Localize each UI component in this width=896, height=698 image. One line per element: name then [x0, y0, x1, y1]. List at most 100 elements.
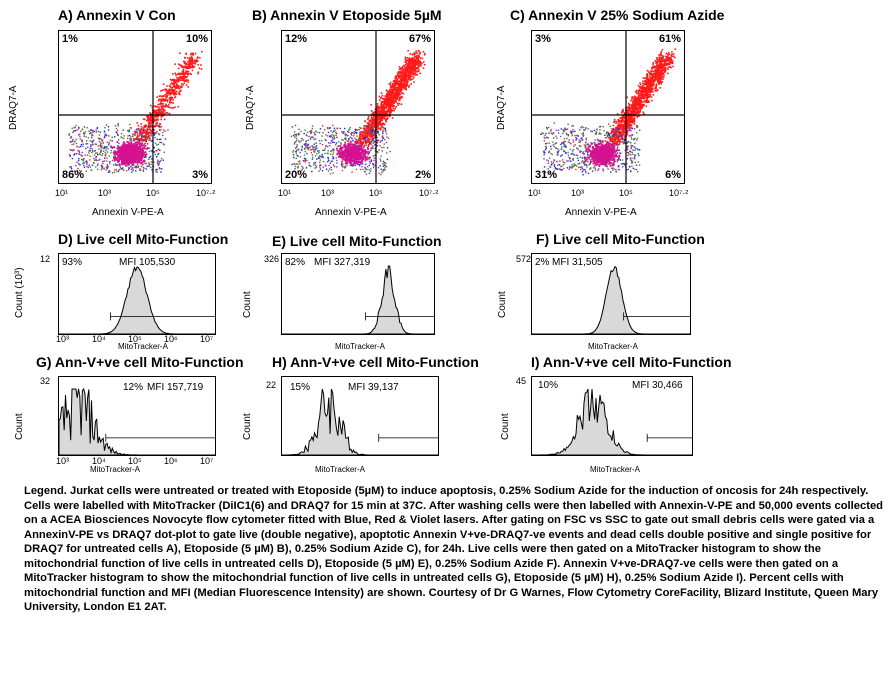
event-dot	[356, 140, 359, 142]
event-dot	[395, 91, 398, 93]
event-dot	[365, 125, 367, 127]
event-dot	[305, 166, 308, 169]
event-dot	[361, 152, 364, 155]
event-dot	[409, 72, 412, 75]
event-dot	[147, 128, 150, 131]
event-dot	[374, 147, 376, 150]
event-dot	[144, 139, 147, 141]
event-dot	[151, 150, 153, 153]
event-dot	[186, 67, 189, 70]
event-dot	[299, 151, 301, 154]
event-dot	[79, 164, 81, 166]
event-dot	[345, 157, 348, 160]
event-dot	[404, 72, 407, 75]
event-dot	[157, 159, 159, 161]
event-dot	[108, 143, 110, 146]
event-dot	[386, 112, 389, 114]
event-dot	[395, 82, 397, 85]
event-dot	[304, 159, 306, 162]
event-dot	[102, 160, 104, 163]
event-dot	[397, 95, 400, 98]
event-dot	[313, 164, 315, 166]
event-dot	[134, 149, 137, 152]
event-dot	[161, 106, 163, 109]
event-dot	[360, 162, 362, 165]
event-dot	[187, 79, 190, 82]
event-dot	[421, 57, 424, 60]
event-dot	[142, 152, 145, 155]
event-dot	[147, 124, 150, 127]
event-dot	[141, 155, 144, 158]
event-dot	[136, 154, 138, 157]
event-dot	[383, 117, 385, 120]
event-dot	[397, 94, 400, 96]
event-dot	[159, 141, 161, 144]
event-dot	[411, 65, 413, 67]
event-dot	[149, 125, 151, 128]
event-dot	[155, 169, 157, 171]
event-dot	[386, 158, 389, 161]
event-dot	[397, 104, 399, 106]
event-dot	[138, 161, 141, 164]
event-dot	[356, 154, 359, 157]
event-dot	[367, 122, 370, 125]
event-dot	[77, 150, 79, 152]
event-dot	[290, 135, 293, 138]
event-dot	[115, 152, 118, 155]
event-dot	[122, 158, 125, 160]
event-dot	[192, 62, 194, 64]
event-dot	[85, 170, 88, 172]
event-dot	[390, 98, 393, 101]
event-dot	[409, 67, 412, 70]
event-dot	[174, 82, 177, 84]
event-dot	[369, 162, 372, 164]
event-dot	[368, 172, 371, 175]
event-dot	[122, 141, 125, 144]
event-dot	[141, 128, 144, 131]
event-dot	[332, 130, 335, 132]
event-dot	[177, 84, 179, 87]
event-dot	[292, 134, 295, 137]
event-dot	[158, 108, 160, 110]
event-dot	[93, 139, 95, 142]
event-dot	[370, 147, 372, 150]
event-dot	[150, 158, 153, 160]
event-dot	[172, 107, 175, 109]
event-dot	[120, 151, 123, 153]
event-dot	[385, 130, 387, 133]
event-dot	[341, 138, 343, 141]
event-dot	[162, 129, 165, 131]
event-dot	[337, 150, 340, 153]
event-dot	[185, 70, 188, 73]
event-dot	[118, 142, 120, 145]
event-dot	[98, 148, 100, 150]
event-dot	[99, 131, 101, 133]
event-dot	[380, 140, 382, 142]
event-dot	[150, 155, 152, 158]
event-dot	[135, 151, 137, 154]
event-dot	[201, 50, 203, 53]
event-dot	[367, 133, 370, 135]
event-dot	[396, 82, 399, 85]
event-dot	[403, 80, 405, 82]
event-dot	[403, 79, 406, 81]
event-dot	[127, 137, 129, 140]
event-dot	[386, 136, 388, 138]
event-dot	[321, 169, 324, 172]
event-dot	[341, 165, 344, 167]
event-dot	[74, 140, 76, 143]
event-dot	[149, 123, 151, 125]
event-dot	[407, 62, 410, 65]
event-dot	[417, 57, 419, 60]
event-dot	[104, 133, 107, 135]
event-dot	[355, 142, 357, 145]
event-dot	[377, 120, 380, 123]
event-dot	[129, 160, 132, 163]
event-dot	[406, 57, 409, 59]
event-dot	[185, 53, 188, 55]
event-dot	[88, 164, 91, 167]
event-dot	[319, 161, 321, 164]
event-dot	[373, 140, 375, 142]
event-dot	[96, 127, 98, 129]
event-dot	[330, 150, 332, 153]
